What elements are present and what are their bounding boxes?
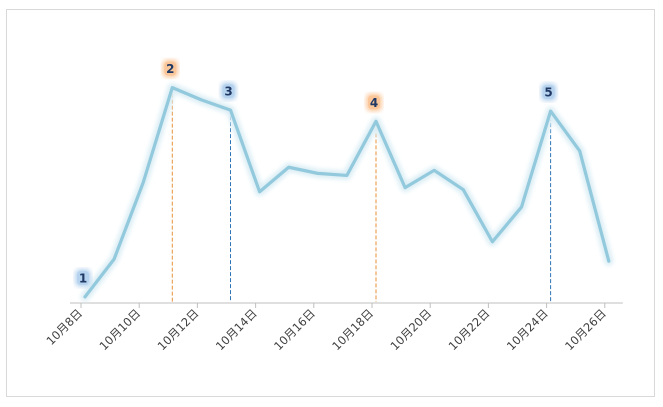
- x-tick-label: 10月16日: [271, 306, 318, 353]
- data-point: [229, 108, 232, 112]
- badge-label-1: 1: [79, 271, 87, 285]
- data-point: [549, 109, 552, 113]
- badge-bg-1: [77, 270, 89, 285]
- data-point: [83, 295, 87, 299]
- data-point: [200, 98, 203, 102]
- data-point: [578, 149, 581, 153]
- x-tick-label: 10月26日: [562, 306, 609, 353]
- x-tick-label: 10月8日: [43, 306, 85, 348]
- badge-bg-2: [164, 61, 177, 76]
- x-tick-label: 10月14日: [213, 306, 260, 353]
- badge-bg-4: [368, 95, 380, 110]
- guide-lines: [171, 87, 552, 302]
- x-tick-label: 10月18日: [329, 306, 376, 353]
- data-point: [403, 186, 407, 189]
- data-point: [491, 240, 494, 243]
- chart-frame: [6, 9, 655, 397]
- x-tick-label: 10月24日: [504, 306, 551, 353]
- badge-label-5: 5: [544, 86, 552, 100]
- data-point: [316, 172, 319, 175]
- badge-label-3: 3: [224, 85, 232, 99]
- x-tick-label: 10月10日: [96, 306, 143, 353]
- badge-label-2: 2: [166, 62, 174, 76]
- badge-bg-5: [542, 85, 555, 100]
- data-point: [258, 190, 261, 193]
- annotation-badges: 1 2 3 4 5: [75, 59, 557, 287]
- data-point: [112, 257, 116, 261]
- data-point: [462, 188, 465, 191]
- data-point: [287, 166, 290, 169]
- x-tick-label: 10月22日: [446, 306, 493, 353]
- series-line: [80, 83, 614, 302]
- data-point: [520, 205, 523, 209]
- x-axis: [70, 302, 623, 308]
- badge-label-4: 4: [370, 96, 378, 110]
- data-point: [607, 259, 610, 263]
- data-point: [345, 174, 349, 177]
- badge-bg-3: [222, 84, 235, 99]
- x-tick-label: 10月12日: [155, 306, 202, 353]
- data-point: [171, 86, 174, 89]
- x-tick-labels: 10月8日 10月10日 10月12日 10月14日 10月16日 10月18日 10月20…: [43, 306, 608, 353]
- data-point: [433, 169, 436, 172]
- data-point: [374, 120, 378, 123]
- data-point: [142, 181, 145, 184]
- x-tick-label: 10月20日: [387, 306, 434, 353]
